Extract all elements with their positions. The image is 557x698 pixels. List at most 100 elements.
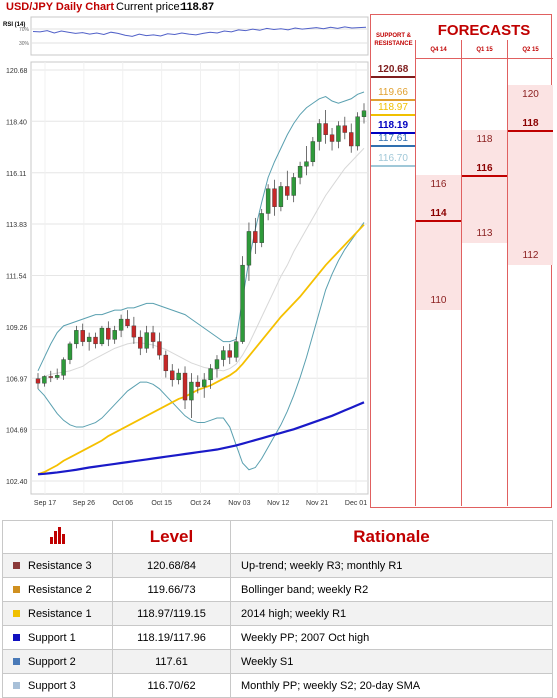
candle-body — [342, 125, 348, 133]
level-name: Resistance 3 — [28, 559, 92, 572]
x-tick-label: Nov 03 — [228, 500, 250, 507]
forecast-mid-line — [416, 220, 461, 223]
candle-body — [208, 368, 213, 381]
y-tick-label: 102.40 — [6, 479, 28, 486]
level-name-cell: Resistance 3 — [2, 553, 113, 578]
candle-body — [35, 378, 41, 384]
forecast-mid-line — [462, 175, 507, 178]
forecast-low-value: 112 — [522, 250, 539, 262]
forecast-range-box — [508, 85, 553, 266]
candle-body — [157, 341, 162, 356]
current-price-label: Current price: — [116, 1, 183, 13]
level-value: 118.97/119.15 — [112, 601, 231, 626]
sr-level-line — [371, 131, 415, 134]
sr-level-line — [371, 145, 415, 148]
forecast-high-value: 116 — [430, 179, 447, 191]
candle-body — [240, 264, 245, 342]
y-tick-label: 118.40 — [6, 119, 27, 126]
level-value: 118.19/117.96 — [112, 625, 231, 650]
level-rationale: Weekly PP; 2007 Oct high — [230, 625, 553, 650]
sr-level-value: 117.61 — [378, 133, 408, 145]
candle-body — [163, 354, 169, 372]
sr-level-value: 118.19 — [377, 119, 409, 131]
candle-body — [317, 123, 322, 142]
candle-body — [329, 134, 335, 142]
level-name: Support 2 — [28, 655, 76, 668]
candle-body — [93, 336, 98, 345]
candle-body — [291, 177, 296, 196]
x-tick-label: Oct 15 — [151, 500, 172, 507]
rsi-panel: RSI (14) 70% 30% — [3, 16, 369, 56]
table-row: Support 3 116.70/62 Monthly PP; weekly S2;… — [2, 673, 553, 698]
candle-body — [80, 330, 85, 342]
forecast-low-value: 110 — [430, 295, 447, 307]
candle-body — [182, 372, 188, 401]
forecast-range-box — [462, 130, 507, 243]
candle-body — [112, 330, 117, 340]
level-name-cell: Resistance 1 — [2, 601, 113, 626]
candle-body — [214, 359, 220, 369]
candle-body — [86, 336, 92, 342]
level-name-cell: Resistance 2 — [2, 577, 113, 602]
candle-body — [74, 330, 79, 345]
table-row: Support 2 117.61 Weekly S1 — [2, 649, 553, 674]
level-name: Resistance 1 — [28, 607, 92, 620]
candle-body — [227, 350, 232, 358]
forecast-column-label: Q1 15 — [476, 47, 493, 53]
forecast-column-label: Q2 15 — [522, 47, 539, 53]
level-value: 120.68/84 — [112, 553, 231, 578]
x-tick-label: Sep 26 — [73, 500, 95, 507]
candle-body — [99, 327, 105, 345]
level-name-cell: Support 3 — [2, 673, 113, 698]
candle-body — [61, 359, 66, 376]
level-swatch — [13, 562, 20, 570]
table-icon-cell — [2, 520, 113, 554]
candle-body — [246, 231, 252, 266]
moving-average-yellow — [37, 224, 365, 476]
bollinger-bands — [37, 91, 365, 471]
x-tick-label: Nov 21 — [306, 500, 328, 507]
candle-body — [253, 231, 258, 243]
sr-level-line — [371, 98, 415, 101]
candle-body — [195, 381, 201, 387]
forecast-low-value: 113 — [476, 227, 493, 239]
sr-level-line — [371, 165, 415, 168]
candle-body — [125, 318, 130, 327]
table-row: Resistance 1 118.97/119.15 2014 high; week… — [2, 601, 553, 626]
bollinger-middle — [37, 147, 365, 381]
sr-level-value: 119.66 — [378, 86, 408, 98]
table-header-rationale: Rationale — [230, 520, 553, 554]
bollinger-upper — [37, 91, 365, 372]
level-name: Support 3 — [28, 679, 76, 692]
forecast-header-rule — [416, 58, 461, 59]
candle-body — [361, 110, 367, 117]
level-rationale: Monthly PP; weekly S2; 20-day SMA — [230, 673, 553, 698]
level-name: Support 1 — [28, 631, 76, 644]
forecast-header-rule — [462, 58, 507, 59]
rsi-label: RSI (14) — [3, 22, 25, 28]
level-swatch — [13, 682, 20, 690]
rsi-frame — [30, 16, 369, 56]
table-header-level: Level — [112, 520, 231, 554]
forecasts-title: FORECASTS — [437, 22, 531, 39]
chart-title: USD/JPY Daily Chart — [6, 1, 115, 13]
x-tick-label: Dec 01 — [345, 500, 367, 507]
candle-body — [131, 325, 137, 338]
candle-body — [176, 372, 181, 381]
sr-column — [370, 14, 417, 508]
gridlines — [31, 62, 368, 494]
y-tick-label: 120.68 — [6, 68, 28, 75]
candle-body — [189, 381, 194, 401]
y-tick-label: 116.11 — [6, 171, 26, 178]
forecast-high-value: 118 — [476, 134, 493, 146]
level-value: 117.61 — [112, 649, 231, 674]
level-swatch — [13, 634, 20, 642]
sr-level-line — [371, 76, 415, 78]
candle-body — [170, 370, 175, 381]
sr-level-value: 118.97 — [378, 102, 408, 114]
candle-body — [349, 132, 354, 147]
levels-table: Level Rationale Resistance 3 120.68/84 Up-… — [2, 520, 553, 698]
candle-body — [42, 376, 47, 384]
forecast-column-label: Q4 14 — [430, 47, 447, 53]
level-swatch — [13, 610, 20, 618]
